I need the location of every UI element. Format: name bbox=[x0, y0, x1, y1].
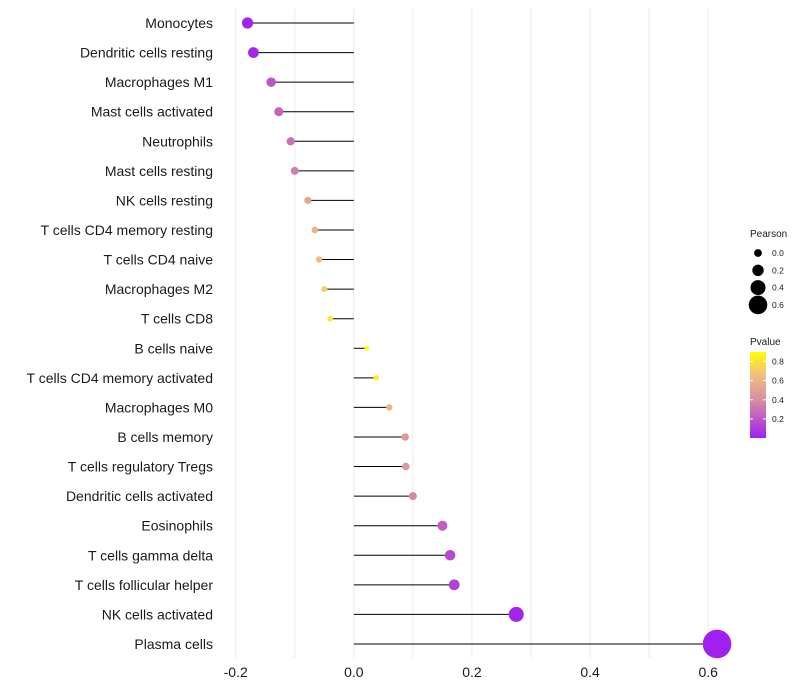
size-legend-title: Pearson bbox=[750, 229, 787, 240]
category-label: Macrophages M1 bbox=[105, 74, 213, 90]
lollipop-point bbox=[402, 462, 410, 471]
category-label: Monocytes bbox=[145, 15, 213, 31]
size-legend-label: 0.0 bbox=[772, 248, 784, 258]
x-axis-ticks: -0.2 0.0 0.2 0.4 0.6 bbox=[224, 664, 718, 680]
size-legend-key bbox=[754, 249, 762, 257]
point-layer bbox=[241, 17, 732, 659]
category-label: Mast cells activated bbox=[91, 104, 213, 120]
lollipop-point bbox=[508, 606, 524, 622]
category-label: T cells CD4 naive bbox=[104, 252, 214, 268]
lollipop-point bbox=[401, 433, 409, 441]
lollipop-point bbox=[364, 345, 370, 351]
category-label: Plasma cells bbox=[134, 636, 213, 652]
category-label: T cells CD8 bbox=[141, 311, 213, 327]
category-label: T cells regulatory Tregs bbox=[68, 459, 213, 475]
lollipop-point bbox=[444, 550, 456, 561]
grid-layer bbox=[235, 8, 709, 658]
category-label: Eosinophils bbox=[141, 518, 213, 534]
lollipop-point bbox=[386, 404, 393, 411]
category-label: T cells CD4 memory resting bbox=[41, 222, 213, 238]
lollipop-point bbox=[373, 375, 380, 381]
category-label: Macrophages M2 bbox=[105, 281, 213, 297]
size-legend-label: 0.6 bbox=[772, 300, 784, 310]
size-legend-label: 0.2 bbox=[772, 265, 784, 275]
lollipop-point bbox=[702, 629, 732, 659]
category-label: T cells CD4 memory activated bbox=[27, 370, 213, 386]
stem-layer bbox=[247, 22, 718, 645]
category-label: Dendritic cells activated bbox=[66, 488, 213, 504]
lollipop-point bbox=[448, 579, 460, 591]
size-legend-label: 0.4 bbox=[772, 283, 784, 293]
lollipop-point bbox=[266, 77, 276, 87]
category-labels: Monocytes Dendritic cells resting Macropha… bbox=[27, 15, 214, 652]
lollipop-point bbox=[408, 492, 417, 501]
lollipop-point bbox=[437, 520, 448, 531]
category-label: T cells follicular helper bbox=[75, 577, 214, 593]
lollipop-point bbox=[241, 17, 254, 29]
category-label: Neutrophils bbox=[142, 133, 213, 149]
size-legend: Pearson 0.0 0.2 0.4 0.6 bbox=[748, 229, 787, 315]
category-label: B cells naive bbox=[134, 340, 213, 356]
x-tick-label: 0.6 bbox=[698, 664, 718, 680]
category-label: Macrophages M0 bbox=[105, 399, 213, 415]
color-legend-label: 0.2 bbox=[772, 414, 784, 424]
category-label: T cells gamma delta bbox=[88, 547, 213, 563]
color-legend: Pvalue 0.2 0.4 0.6 0.8 bbox=[750, 337, 784, 438]
category-label: Mast cells resting bbox=[105, 163, 213, 179]
lollipop-point bbox=[315, 256, 323, 263]
lollipop-point bbox=[248, 47, 259, 58]
size-legend-key bbox=[750, 280, 766, 296]
category-label: NK cells resting bbox=[116, 192, 213, 208]
category-label: NK cells activated bbox=[102, 606, 213, 622]
lollipop-point bbox=[321, 286, 328, 293]
size-legend-key bbox=[748, 295, 768, 315]
x-tick-label: 0.0 bbox=[344, 664, 364, 680]
x-tick-label: 0.4 bbox=[580, 664, 600, 680]
lollipop-point bbox=[311, 226, 319, 234]
lollipop-point bbox=[286, 137, 295, 146]
color-legend-label: 0.6 bbox=[772, 376, 784, 386]
lollipop-point bbox=[327, 315, 334, 322]
size-legend-key bbox=[752, 264, 764, 276]
color-legend-title: Pvalue bbox=[750, 337, 781, 348]
lollipop-point bbox=[274, 107, 284, 117]
color-legend-label: 0.8 bbox=[772, 357, 784, 367]
lollipop-point bbox=[304, 196, 312, 204]
color-legend-label: 0.4 bbox=[772, 395, 784, 405]
category-label: Dendritic cells resting bbox=[80, 45, 213, 61]
color-legend-bar bbox=[750, 352, 766, 438]
x-tick-label: 0.2 bbox=[462, 664, 482, 680]
x-tick-label: -0.2 bbox=[224, 664, 248, 680]
category-label: B cells memory bbox=[117, 429, 213, 445]
lollipop-point bbox=[290, 166, 299, 175]
